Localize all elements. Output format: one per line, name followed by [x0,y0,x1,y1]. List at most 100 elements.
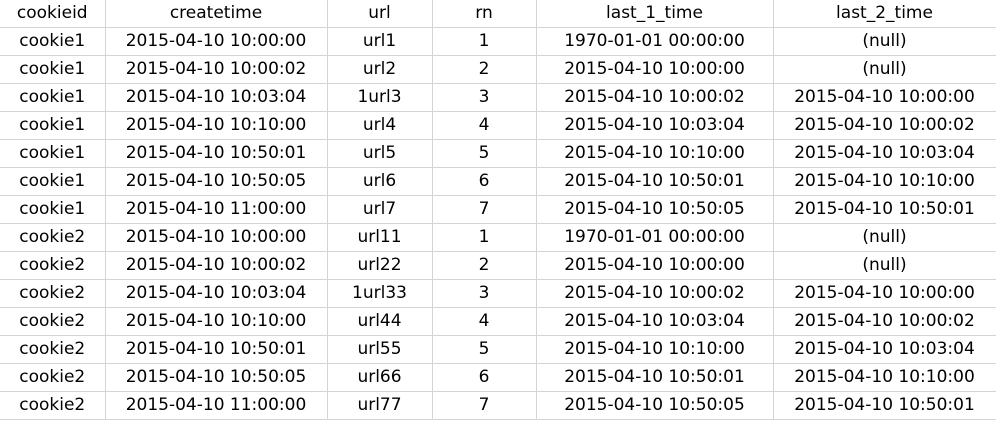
cell-url: url2 [326,55,433,84]
cell-url: 1url33 [326,279,433,308]
cell-createtime: 2015-04-10 10:03:04 [104,279,328,308]
cell-rn: 7 [431,195,537,224]
cell-last-2-time: 2015-04-10 10:00:02 [772,307,996,336]
cell-last-1-time: 2015-04-10 10:03:04 [535,307,774,336]
cell-rn: 4 [431,307,537,336]
cell-url: url55 [326,335,433,364]
cell-last-2-time: (null) [772,27,996,56]
cell-createtime: 2015-04-10 10:00:02 [104,251,328,280]
cell-last-2-time: 2015-04-10 10:03:04 [772,139,996,168]
cell-url: url11 [326,223,433,252]
cell-last-1-time: 2015-04-10 10:50:05 [535,391,774,420]
cell-url: url44 [326,307,433,336]
cell-createtime: 2015-04-10 10:00:02 [104,55,328,84]
cell-last-1-time: 2015-04-10 10:10:00 [535,139,774,168]
cell-url: url66 [326,363,433,392]
table-row: cookie1 2015-04-10 10:50:01 url5 5 2015-04-1… [0,139,996,168]
table-body: cookie1 2015-04-10 10:00:00 url1 1 1970-01-0… [0,27,996,420]
cell-rn: 2 [431,251,537,280]
cell-cookieid: cookie2 [0,363,106,392]
cell-url: url1 [326,27,433,56]
cell-last-2-time: 2015-04-10 10:03:04 [772,335,996,364]
cell-rn: 1 [431,223,537,252]
cell-createtime: 2015-04-10 10:50:01 [104,139,328,168]
cell-cookieid: cookie1 [0,27,106,56]
cell-cookieid: cookie2 [0,307,106,336]
header-createtime: createtime [104,0,328,28]
cell-last-1-time: 2015-04-10 10:00:02 [535,279,774,308]
cell-rn: 3 [431,83,537,112]
cell-url: url22 [326,251,433,280]
cell-last-1-time: 2015-04-10 10:50:05 [535,195,774,224]
cell-last-1-time: 2015-04-10 10:50:01 [535,363,774,392]
cell-url: url5 [326,139,433,168]
cell-last-1-time: 1970-01-01 00:00:00 [535,27,774,56]
cell-last-2-time: 2015-04-10 10:00:02 [772,111,996,140]
cell-cookieid: cookie1 [0,195,106,224]
cell-last-1-time: 2015-04-10 10:03:04 [535,111,774,140]
cell-rn: 7 [431,391,537,420]
cell-rn: 3 [431,279,537,308]
cell-last-2-time: (null) [772,251,996,280]
cell-last-2-time: (null) [772,223,996,252]
cell-rn: 4 [431,111,537,140]
table-row: cookie2 2015-04-10 11:00:00 url77 7 2015-04-… [0,391,996,420]
table-row: cookie2 2015-04-10 10:03:04 1url33 3 2015-04… [0,279,996,308]
cell-last-2-time: 2015-04-10 10:00:00 [772,83,996,112]
cell-createtime: 2015-04-10 10:50:01 [104,335,328,364]
cell-cookieid: cookie1 [0,55,106,84]
cell-url: url77 [326,391,433,420]
cell-createtime: 2015-04-10 10:03:04 [104,83,328,112]
table-row: cookie2 2015-04-10 10:50:05 url66 6 2015-04-… [0,363,996,392]
header-url: url [326,0,433,28]
cell-last-2-time: 2015-04-10 10:00:00 [772,279,996,308]
table-row: cookie1 2015-04-10 10:50:05 url6 6 2015-04-1… [0,167,996,196]
table-row: cookie1 2015-04-10 11:00:00 url7 7 2015-04-1… [0,195,996,224]
cell-cookieid: cookie2 [0,335,106,364]
table-row: cookie1 2015-04-10 10:03:04 1url3 3 2015-04-… [0,83,996,112]
cell-cookieid: cookie2 [0,251,106,280]
cell-rn: 6 [431,167,537,196]
cell-createtime: 2015-04-10 11:00:00 [104,391,328,420]
cell-createtime: 2015-04-10 10:50:05 [104,167,328,196]
cell-cookieid: cookie1 [0,167,106,196]
cell-last-2-time: 2015-04-10 10:10:00 [772,167,996,196]
cell-createtime: 2015-04-10 10:00:00 [104,223,328,252]
cell-createtime: 2015-04-10 10:10:00 [104,307,328,336]
cell-last-1-time: 1970-01-01 00:00:00 [535,223,774,252]
header-cookieid: cookieid [0,0,106,28]
table-row: cookie2 2015-04-10 10:50:01 url55 5 2015-04-… [0,335,996,364]
table-row: cookie2 2015-04-10 10:10:00 url44 4 2015-04-… [0,307,996,336]
cell-rn: 5 [431,139,537,168]
cell-last-2-time: 2015-04-10 10:50:01 [772,195,996,224]
table-row: cookie2 2015-04-10 10:00:02 url22 2 2015-04-… [0,251,996,280]
header-last-2-time: last_2_time [772,0,996,28]
cell-createtime: 2015-04-10 10:50:05 [104,363,328,392]
table-row: cookie1 2015-04-10 10:00:02 url2 2 2015-04-1… [0,55,996,84]
cell-url: 1url3 [326,83,433,112]
cell-createtime: 2015-04-10 10:10:00 [104,111,328,140]
header-rn: rn [431,0,537,28]
cell-last-2-time: 2015-04-10 10:50:01 [772,391,996,420]
cell-cookieid: cookie2 [0,223,106,252]
table-row: cookie2 2015-04-10 10:00:00 url11 1 1970-01-… [0,223,996,252]
cell-cookieid: cookie1 [0,111,106,140]
cell-last-1-time: 2015-04-10 10:00:02 [535,83,774,112]
cell-url: url4 [326,111,433,140]
cell-url: url7 [326,195,433,224]
cell-url: url6 [326,167,433,196]
cell-last-2-time: 2015-04-10 10:10:00 [772,363,996,392]
cell-last-1-time: 2015-04-10 10:10:00 [535,335,774,364]
header-row: cookieid createtime url rn last_1_time l… [0,0,996,28]
cell-cookieid: cookie2 [0,391,106,420]
cell-rn: 5 [431,335,537,364]
cell-last-2-time: (null) [772,55,996,84]
cell-rn: 6 [431,363,537,392]
table-row: cookie1 2015-04-10 10:10:00 url4 4 2015-04-1… [0,111,996,140]
cell-rn: 2 [431,55,537,84]
cell-cookieid: cookie1 [0,83,106,112]
cell-last-1-time: 2015-04-10 10:00:00 [535,251,774,280]
cell-createtime: 2015-04-10 10:00:00 [104,27,328,56]
cell-cookieid: cookie1 [0,139,106,168]
cell-last-1-time: 2015-04-10 10:00:00 [535,55,774,84]
